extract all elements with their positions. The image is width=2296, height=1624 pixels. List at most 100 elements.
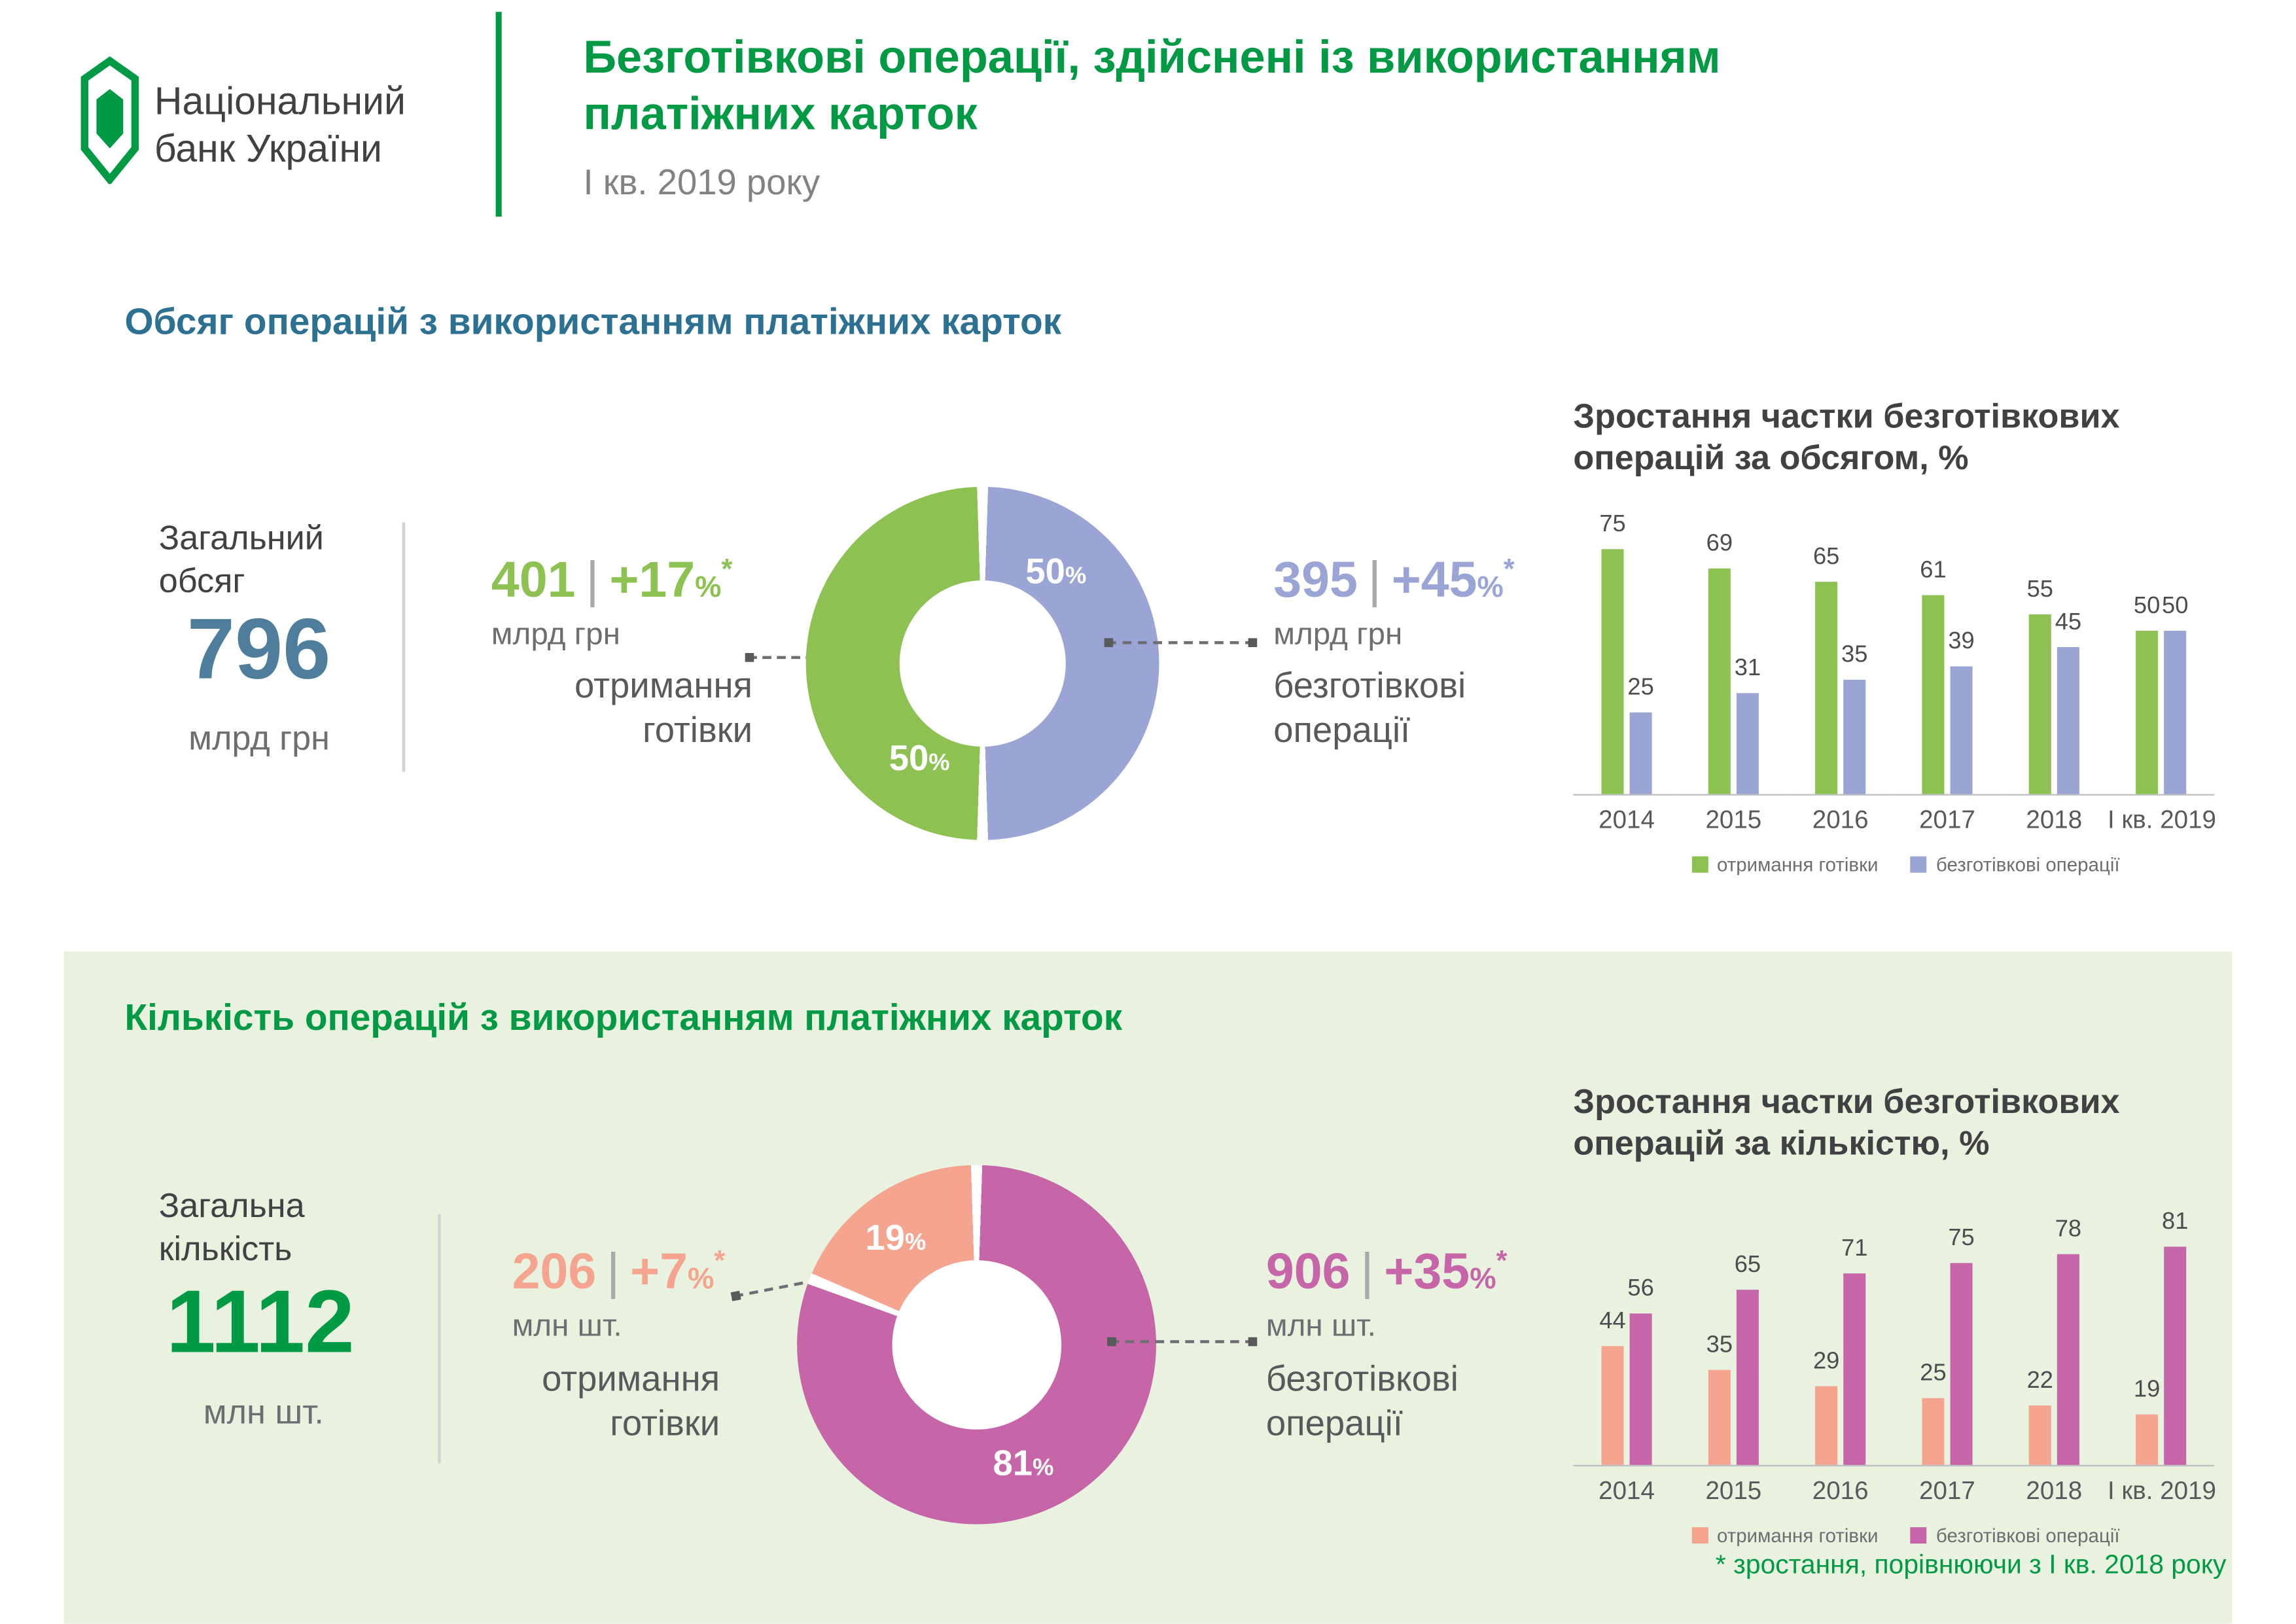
- volume-total-label-line2: обсяг: [158, 561, 245, 600]
- cash-volume-label-line2: готівки: [643, 711, 753, 751]
- bar-value-label: 39: [1948, 629, 1975, 655]
- bar-value-label: 25: [1920, 1361, 1947, 1386]
- vertical-divider: [438, 1214, 441, 1464]
- bar: 45: [2055, 610, 2081, 794]
- bar: 71: [1841, 1236, 1867, 1465]
- cashless-count-unit: млн шт.: [1265, 1309, 1376, 1343]
- chart-legend: отримання готівки безготівкові операції: [1573, 1525, 2238, 1547]
- donut-hole: [892, 1260, 1061, 1430]
- header-divider: [495, 12, 502, 217]
- category-label: І кв. 2019: [2107, 805, 2216, 834]
- bar: 19: [2134, 1377, 2160, 1465]
- category-label: 2018: [2026, 1476, 2083, 1506]
- bar-group: 69 31 2015: [1680, 531, 1788, 836]
- stat-separator: |: [607, 1243, 620, 1301]
- bar: 69: [1706, 531, 1733, 794]
- bar: 31: [1735, 656, 1761, 794]
- cashless-volume-value: 395: [1273, 552, 1358, 609]
- legend-item: безготівкові операції: [1911, 853, 2120, 876]
- bar-group: 44 56 2014: [1573, 1244, 1680, 1506]
- bar: 25: [1920, 1361, 1947, 1465]
- bar-group: 22 78 2018: [2000, 1217, 2108, 1506]
- chart-legend: отримання готівки безготівкові операції: [1573, 853, 2238, 875]
- count-total-label-line1: Загальна: [158, 1186, 305, 1225]
- donut-label-value: 50: [1025, 552, 1065, 593]
- bar-value-label: 45: [2055, 610, 2082, 635]
- chart-title-line1: Зростання частки безготівкових: [1573, 396, 2120, 435]
- page-title: Безготівкові операції, здійснені із вико…: [583, 29, 1720, 142]
- bar: 65: [1813, 544, 1839, 794]
- bar-value-label: 25: [1627, 675, 1654, 701]
- category-label: 2014: [1598, 1476, 1655, 1506]
- percent-sign: %: [928, 750, 950, 777]
- bar: 22: [2027, 1368, 2053, 1465]
- bar-value-label: 22: [2026, 1368, 2053, 1394]
- category-label: 2018: [2026, 805, 2083, 834]
- bar-value-label: 65: [1734, 1252, 1761, 1279]
- volume-total-label: Загальний обсяг: [159, 516, 324, 603]
- bar-value-label: 61: [1920, 557, 1947, 584]
- percent-sign: %: [688, 1263, 715, 1296]
- cash-count-value: 206: [512, 1243, 597, 1301]
- legend-label: безготівкові операції: [1935, 1524, 2120, 1547]
- bar: 55: [2027, 577, 2053, 794]
- legend-swatch-icon: [1691, 1527, 1708, 1544]
- bar-group: 19 81 І кв. 2019: [2107, 1210, 2216, 1506]
- cashless-volume-label-line2: операції: [1273, 711, 1411, 751]
- cashless-count-value: 906: [1265, 1243, 1351, 1301]
- bar: 50: [2134, 593, 2160, 794]
- bar-value-label: 78: [2055, 1217, 2082, 1243]
- count-section-panel: [63, 951, 2233, 1624]
- chart-plot-area: 75 25 2014 69 31 2015 65 35 2016 61 39 2017 55 45 2018…: [1573, 512, 2238, 875]
- cashless-volume-delta: +45%*: [1392, 552, 1515, 609]
- bar-group: 75 25 2014: [1573, 512, 1680, 836]
- cash-volume-unit: млрд грн: [491, 617, 620, 652]
- legend-item: отримання готівки: [1691, 1525, 1878, 1547]
- stat-separator: |: [1368, 552, 1381, 609]
- bar-value-label: 71: [1841, 1236, 1868, 1262]
- page-subtitle: І кв. 2019 року: [583, 163, 821, 203]
- cash-volume-value: 401: [491, 552, 576, 609]
- chart-title: Зростання частки безготівкових операцій …: [1573, 1080, 2238, 1163]
- bar-group: 61 39 2017: [1894, 546, 2001, 836]
- bar-value-label: 56: [1627, 1276, 1654, 1302]
- cash-count-delta: +7%*: [630, 1244, 725, 1300]
- bar-value-label: 31: [1734, 656, 1761, 682]
- bar-value-label: 50: [2133, 593, 2161, 619]
- vertical-divider: [402, 522, 406, 772]
- cashless-volume-stat: 395 | +45%* млрд грн: [1273, 552, 1515, 653]
- bar-value-label: 75: [1599, 512, 1626, 538]
- volume-section-heading: Обсяг операцій з використанням платіжних…: [124, 301, 1062, 343]
- category-label: 2015: [1705, 805, 1762, 834]
- legend-swatch-icon: [1691, 856, 1708, 873]
- bar: 65: [1735, 1252, 1761, 1465]
- volume-donut-chart: 50% 50%: [805, 487, 1159, 840]
- bank-name-line1: Національний: [154, 79, 406, 124]
- connector-line: [1104, 638, 1258, 647]
- count-donut-chart: 19% 81%: [797, 1165, 1157, 1525]
- count-total-label: Загальна кількість: [159, 1184, 305, 1271]
- chart-title: Зростання частки безготівкових операцій …: [1573, 395, 2238, 478]
- bar: 29: [1813, 1349, 1839, 1465]
- bar-value-label: 35: [1841, 643, 1868, 668]
- cashless-count-stat-line: 906 | +35%*: [1266, 1244, 1508, 1301]
- bank-name: Національний банк України: [154, 77, 406, 172]
- legend-label: безготівкові операції: [1935, 853, 2120, 876]
- connector-line: [1107, 1337, 1258, 1347]
- category-label: І кв. 2019: [2107, 1476, 2216, 1506]
- cashless-count-label-line1: безготівкові: [1265, 1359, 1458, 1400]
- volume-total-label-line1: Загальний: [158, 518, 324, 557]
- bar: 75: [1948, 1226, 1975, 1465]
- bar: 56: [1627, 1277, 1654, 1465]
- footnote-mark: *: [1496, 1246, 1508, 1278]
- bar-group: 65 35 2016: [1787, 544, 1894, 836]
- chart-title-line1: Зростання частки безготівкових: [1573, 1082, 2120, 1121]
- bar-value-label: 69: [1706, 531, 1733, 557]
- bar: 50: [2162, 593, 2188, 794]
- legend-swatch-icon: [1911, 856, 1928, 873]
- bank-name-line2: банк України: [154, 126, 383, 171]
- donut-label-cash: 50%: [889, 739, 950, 781]
- cash-volume-label: отримання готівки: [491, 665, 752, 754]
- category-label: 2014: [1598, 805, 1655, 834]
